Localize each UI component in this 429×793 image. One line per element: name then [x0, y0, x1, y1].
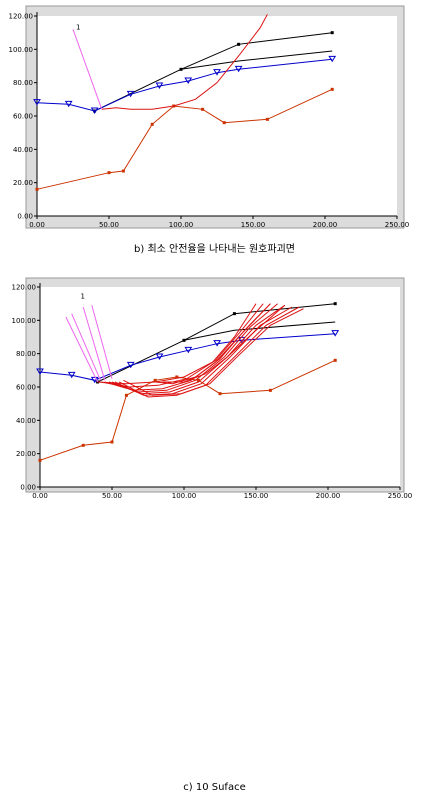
- y-tick-label: 100.00: [12, 317, 37, 325]
- y-tick-label: 40.00: [16, 417, 36, 425]
- data-point-triangle: [331, 330, 340, 337]
- data-point-square: [218, 392, 222, 396]
- y-tick-label: 0.00: [20, 484, 36, 492]
- plot-area: [37, 16, 397, 216]
- series-pink-line: [91, 305, 113, 379]
- series-blue-line: [36, 58, 333, 112]
- y-tick-label: 20.00: [16, 450, 36, 458]
- y-tick-label: 120.00: [9, 13, 34, 21]
- series-red-line: [123, 308, 304, 396]
- annotation-label: 1: [76, 23, 80, 31]
- data-point-square: [268, 388, 272, 392]
- chart-c-caption: c) 10 Suface: [183, 782, 246, 793]
- x-tick-label: 250.00: [385, 221, 410, 229]
- y-tick-label: 100.00: [9, 46, 34, 54]
- x-tick-label: 250.00: [388, 492, 413, 500]
- y-tick-label: 20.00: [13, 179, 33, 187]
- data-point-square: [237, 42, 241, 46]
- data-point-square: [107, 171, 111, 175]
- chart-b-caption: b) 최소 안전율을 나타내는 원호파괴면: [134, 244, 295, 255]
- plot-area: [40, 287, 400, 487]
- data-point-square: [330, 31, 334, 35]
- data-point-triangle: [184, 346, 193, 354]
- data-point-triangle: [213, 69, 221, 76]
- data-point-square: [330, 87, 334, 91]
- series-black-line: [97, 303, 336, 383]
- series-black-line: [183, 321, 336, 341]
- data-point-square: [333, 302, 337, 306]
- series-brown-line: [39, 359, 336, 461]
- x-tick-label: 200.00: [316, 492, 341, 500]
- data-point-square: [232, 312, 236, 316]
- data-point-triangle: [213, 340, 222, 347]
- data-point-square: [124, 393, 128, 397]
- chart-b-svg: 0.00 50.00 100.00 150.00 200.00 250.00 0.00 20.…: [9, 5, 410, 229]
- series-black-line: [94, 32, 333, 112]
- x-tick-label: 100.00: [169, 221, 194, 229]
- data-point-triangle: [234, 65, 243, 73]
- series-pink-line: [71, 313, 101, 381]
- data-point-square: [333, 358, 337, 362]
- data-point-square: [38, 458, 42, 462]
- chart-panel-b: 0.00 50.00 100.00 150.00 200.00 250.00 0.00 20.…: [0, 0, 429, 262]
- data-point-triangle: [126, 361, 135, 369]
- data-point-triangle: [126, 90, 135, 98]
- x-tick-label: 150.00: [244, 492, 269, 500]
- data-point-triangle: [155, 82, 164, 89]
- data-point-square: [201, 107, 205, 111]
- data-point-square: [81, 443, 85, 447]
- series-pink-line: [82, 306, 106, 381]
- chart-panel-c: 0.00 50.00 100.00 150.00 200.00 250.00 0.00 20.…: [0, 270, 429, 793]
- x-tick-label: 0.00: [32, 492, 48, 500]
- data-point-triangle: [155, 353, 164, 360]
- data-point-triangle: [184, 77, 193, 84]
- y-tick-label: 120.00: [12, 284, 37, 292]
- x-tick-label: 50.00: [99, 221, 119, 229]
- y-tick-label: 0.00: [17, 213, 33, 221]
- data-point-triangle: [328, 55, 337, 63]
- x-tick-label: 100.00: [172, 492, 197, 500]
- data-point-square: [35, 187, 39, 191]
- data-point-square: [150, 122, 154, 126]
- data-point-triangle: [67, 371, 76, 379]
- x-tick-label: 0.00: [29, 221, 45, 229]
- x-tick-label: 200.00: [313, 221, 338, 229]
- data-point-square: [196, 378, 200, 382]
- data-point-square: [175, 375, 179, 379]
- series-black-line: [180, 50, 333, 70]
- series-red-line: [162, 304, 286, 383]
- y-tick-label: 60.00: [16, 384, 36, 392]
- data-point-square: [222, 121, 226, 125]
- data-point-square: [265, 117, 269, 121]
- data-point-triangle: [36, 368, 44, 375]
- data-point-square: [182, 338, 186, 342]
- x-tick-label: 150.00: [241, 221, 266, 229]
- y-tick-label: 80.00: [13, 79, 33, 87]
- annotation-label: 1: [80, 293, 84, 301]
- y-tick-label: 40.00: [13, 146, 33, 154]
- y-tick-label: 60.00: [13, 113, 33, 121]
- series-red-line: [155, 303, 271, 385]
- chart-c-svg: 0.00 50.00 100.00 150.00 200.00 250.00 0.00 20.…: [12, 277, 413, 500]
- series-red-line: [101, 14, 268, 110]
- series-red-line: [97, 303, 257, 385]
- y-tick-label: 80.00: [16, 350, 36, 358]
- x-tick-label: 50.00: [102, 492, 122, 500]
- series-pink-line: [65, 316, 99, 383]
- data-point-square: [121, 169, 125, 173]
- series-blue-line: [39, 333, 336, 381]
- series-pink-line: [72, 29, 103, 110]
- data-point-triangle: [64, 100, 73, 108]
- data-point-square: [110, 440, 114, 444]
- data-point-square: [179, 67, 183, 71]
- data-point-square: [153, 378, 157, 382]
- data-point-triangle: [33, 99, 41, 106]
- data-point-triangle: [90, 107, 99, 114]
